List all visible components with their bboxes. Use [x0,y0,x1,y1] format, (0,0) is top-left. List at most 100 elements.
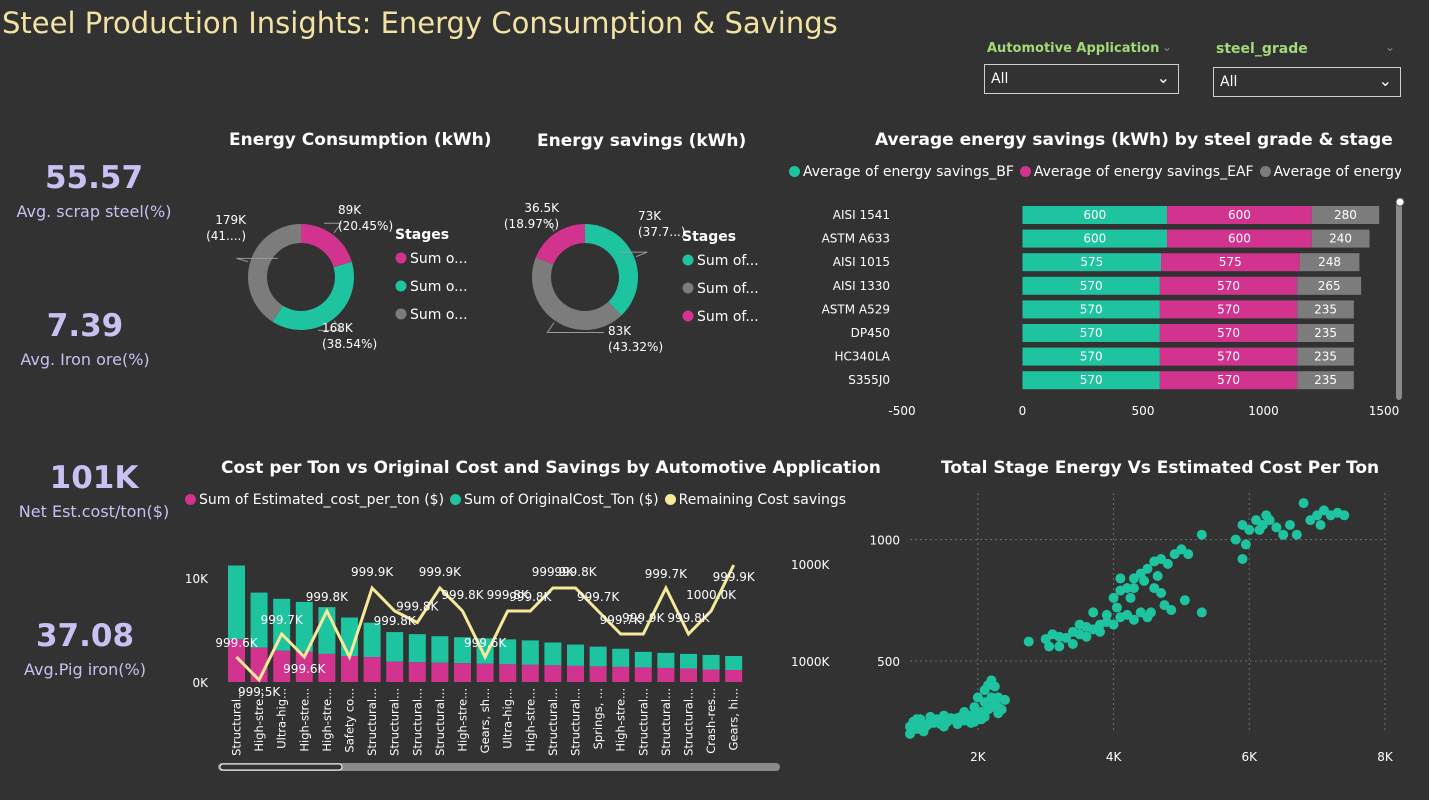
bar-segment [1022,276,1160,295]
bar-estimated-cost [318,653,336,682]
chevron-down-icon[interactable]: ⌄ [1378,71,1392,90]
cost-per-ton-title: Cost per Ton vs Original Cost and Saving… [221,458,881,478]
chevron-down-icon[interactable]: ⌄ [1156,68,1170,87]
category-label: High-stre... [297,688,311,752]
cost-per-ton-combo-chart: 10K 0K 1000K 1000K Structural... High-stre...… [185,558,830,771]
legend-item[interactable]: Sum of OriginalCost_Ton ($) [450,492,659,508]
donut-slice [272,261,354,330]
scatter-point [1162,558,1173,569]
x-tick-label: 0 [1019,404,1027,418]
bar-segment [1297,371,1354,390]
scatter-point [1000,694,1010,705]
scatter-point [1081,631,1092,642]
kpi-net-cost: 101K Net Est.cost/ton($) [0,460,189,521]
scatter-point [1139,575,1150,586]
slice-percent-label: (37.7...) [638,225,686,239]
donut-slice [535,224,585,265]
legend-dot [789,166,800,177]
scatter-point [938,710,949,721]
scatter-point [969,702,980,713]
category-label: Structural... [388,688,402,756]
chevron-down-icon[interactable]: ⌄ [1385,40,1396,54]
legend-item[interactable]: Average of energy sav... [1259,164,1401,180]
scatter-point [1125,592,1136,603]
kpi-pig-iron: 37.08 Avg.Pig iron(%) [0,618,180,679]
category-label: Structural... [230,688,244,756]
bar-segment [1022,347,1160,366]
avg-energy-savings-legend: Average of energy savings_BF Average of e… [789,164,1401,180]
legend-label: Sum of... [697,309,759,325]
bar-segment [1022,324,1160,342]
scatter-point [1339,510,1350,521]
line-value-label: 999.6K [283,662,326,676]
scatter-point [1142,563,1153,574]
slice-percent-label: (18.97%) [504,217,559,231]
bar-segment [1299,253,1360,272]
category-label: Structural... [682,688,696,756]
category-label: ASTM A529 [822,302,890,316]
bar-estimated-cost [295,651,313,682]
slice-value-label: 168K [322,321,354,335]
chevron-down-icon[interactable]: ⌄ [1162,40,1173,54]
bar-original-cost [408,634,426,663]
line-value-label: 999.6K [215,636,258,650]
legend-item[interactable]: Sum of Estimated_cost_per_ton ($) [185,492,444,508]
bar-segment [1159,347,1298,366]
legend-label: Remaining Cost savings [678,492,847,508]
bar-segment [1161,253,1300,272]
bar-segment [1297,276,1362,295]
automotive-application-slicer[interactable]: Automotive Application ⌄ All ⌄ [984,40,1180,96]
scatter-point [1196,607,1207,618]
bar-estimated-cost [612,666,630,682]
line-value-label: 999.8K [554,565,597,579]
slice-value-label: 73K [638,209,662,223]
scatter-point [1067,639,1078,649]
slicer-dropdown[interactable]: All ⌄ [984,64,1179,94]
scatter-point [911,714,922,725]
bar-original-cost [544,642,562,666]
bar-estimated-cost [567,665,584,682]
bar-original-cost [589,646,607,667]
steel-grade-slicer[interactable]: steel_grade ⌄ All ⌄ [1213,40,1403,98]
bar-original-cost [634,651,652,668]
slicer-dropdown[interactable]: All ⌄ [1213,67,1401,97]
category-label: High-stre... [320,688,334,752]
scatter-point [918,726,929,737]
line-value-label: 999.7K [600,613,643,627]
bar-value-label: 570 [1217,302,1240,316]
bar-estimated-cost [454,663,471,682]
scatter-point [976,714,987,725]
scatter-point [1291,529,1302,540]
bar-value-label: 265 [1318,279,1341,293]
leader-line [620,251,648,258]
donut-slice [532,257,622,330]
scatter-point [952,713,963,724]
legend-item[interactable]: Average of energy savings_EAF [1019,164,1254,180]
scatter-point [1115,573,1126,584]
category-label: Structural... [410,688,424,756]
bar-original-cost [431,636,449,663]
y-tick-label: 10K [185,572,209,586]
category-label: Structural... [546,688,560,756]
bar-value-label: 570 [1217,350,1240,364]
line-value-label: 1000.0K [686,588,737,602]
bar-value-label: 570 [1217,326,1240,340]
category-label: Springs, ... [591,688,605,749]
scatter-point [1111,602,1122,613]
leader-line [546,322,604,333]
bar-original-cost [680,653,697,669]
x-tick-label: -500 [888,404,915,418]
bar-value-label: 248 [1318,255,1341,269]
line-value-label: 999.7K [645,567,688,581]
line-value-label: 999.9K [622,611,665,625]
category-label: Structural... [433,688,447,756]
bar-original-cost [521,640,539,665]
bar-segment [1311,229,1370,248]
legend-item[interactable]: Average of energy savings_BF [789,164,1014,180]
bar-segment [1297,324,1354,342]
bar-value-label: 235 [1314,302,1337,316]
bar-value-label: 600 [1083,208,1106,222]
scatter-point [1237,554,1248,564]
legend-item[interactable]: Remaining Cost savings [664,492,847,508]
line-value-label: 999.8K [509,590,552,604]
